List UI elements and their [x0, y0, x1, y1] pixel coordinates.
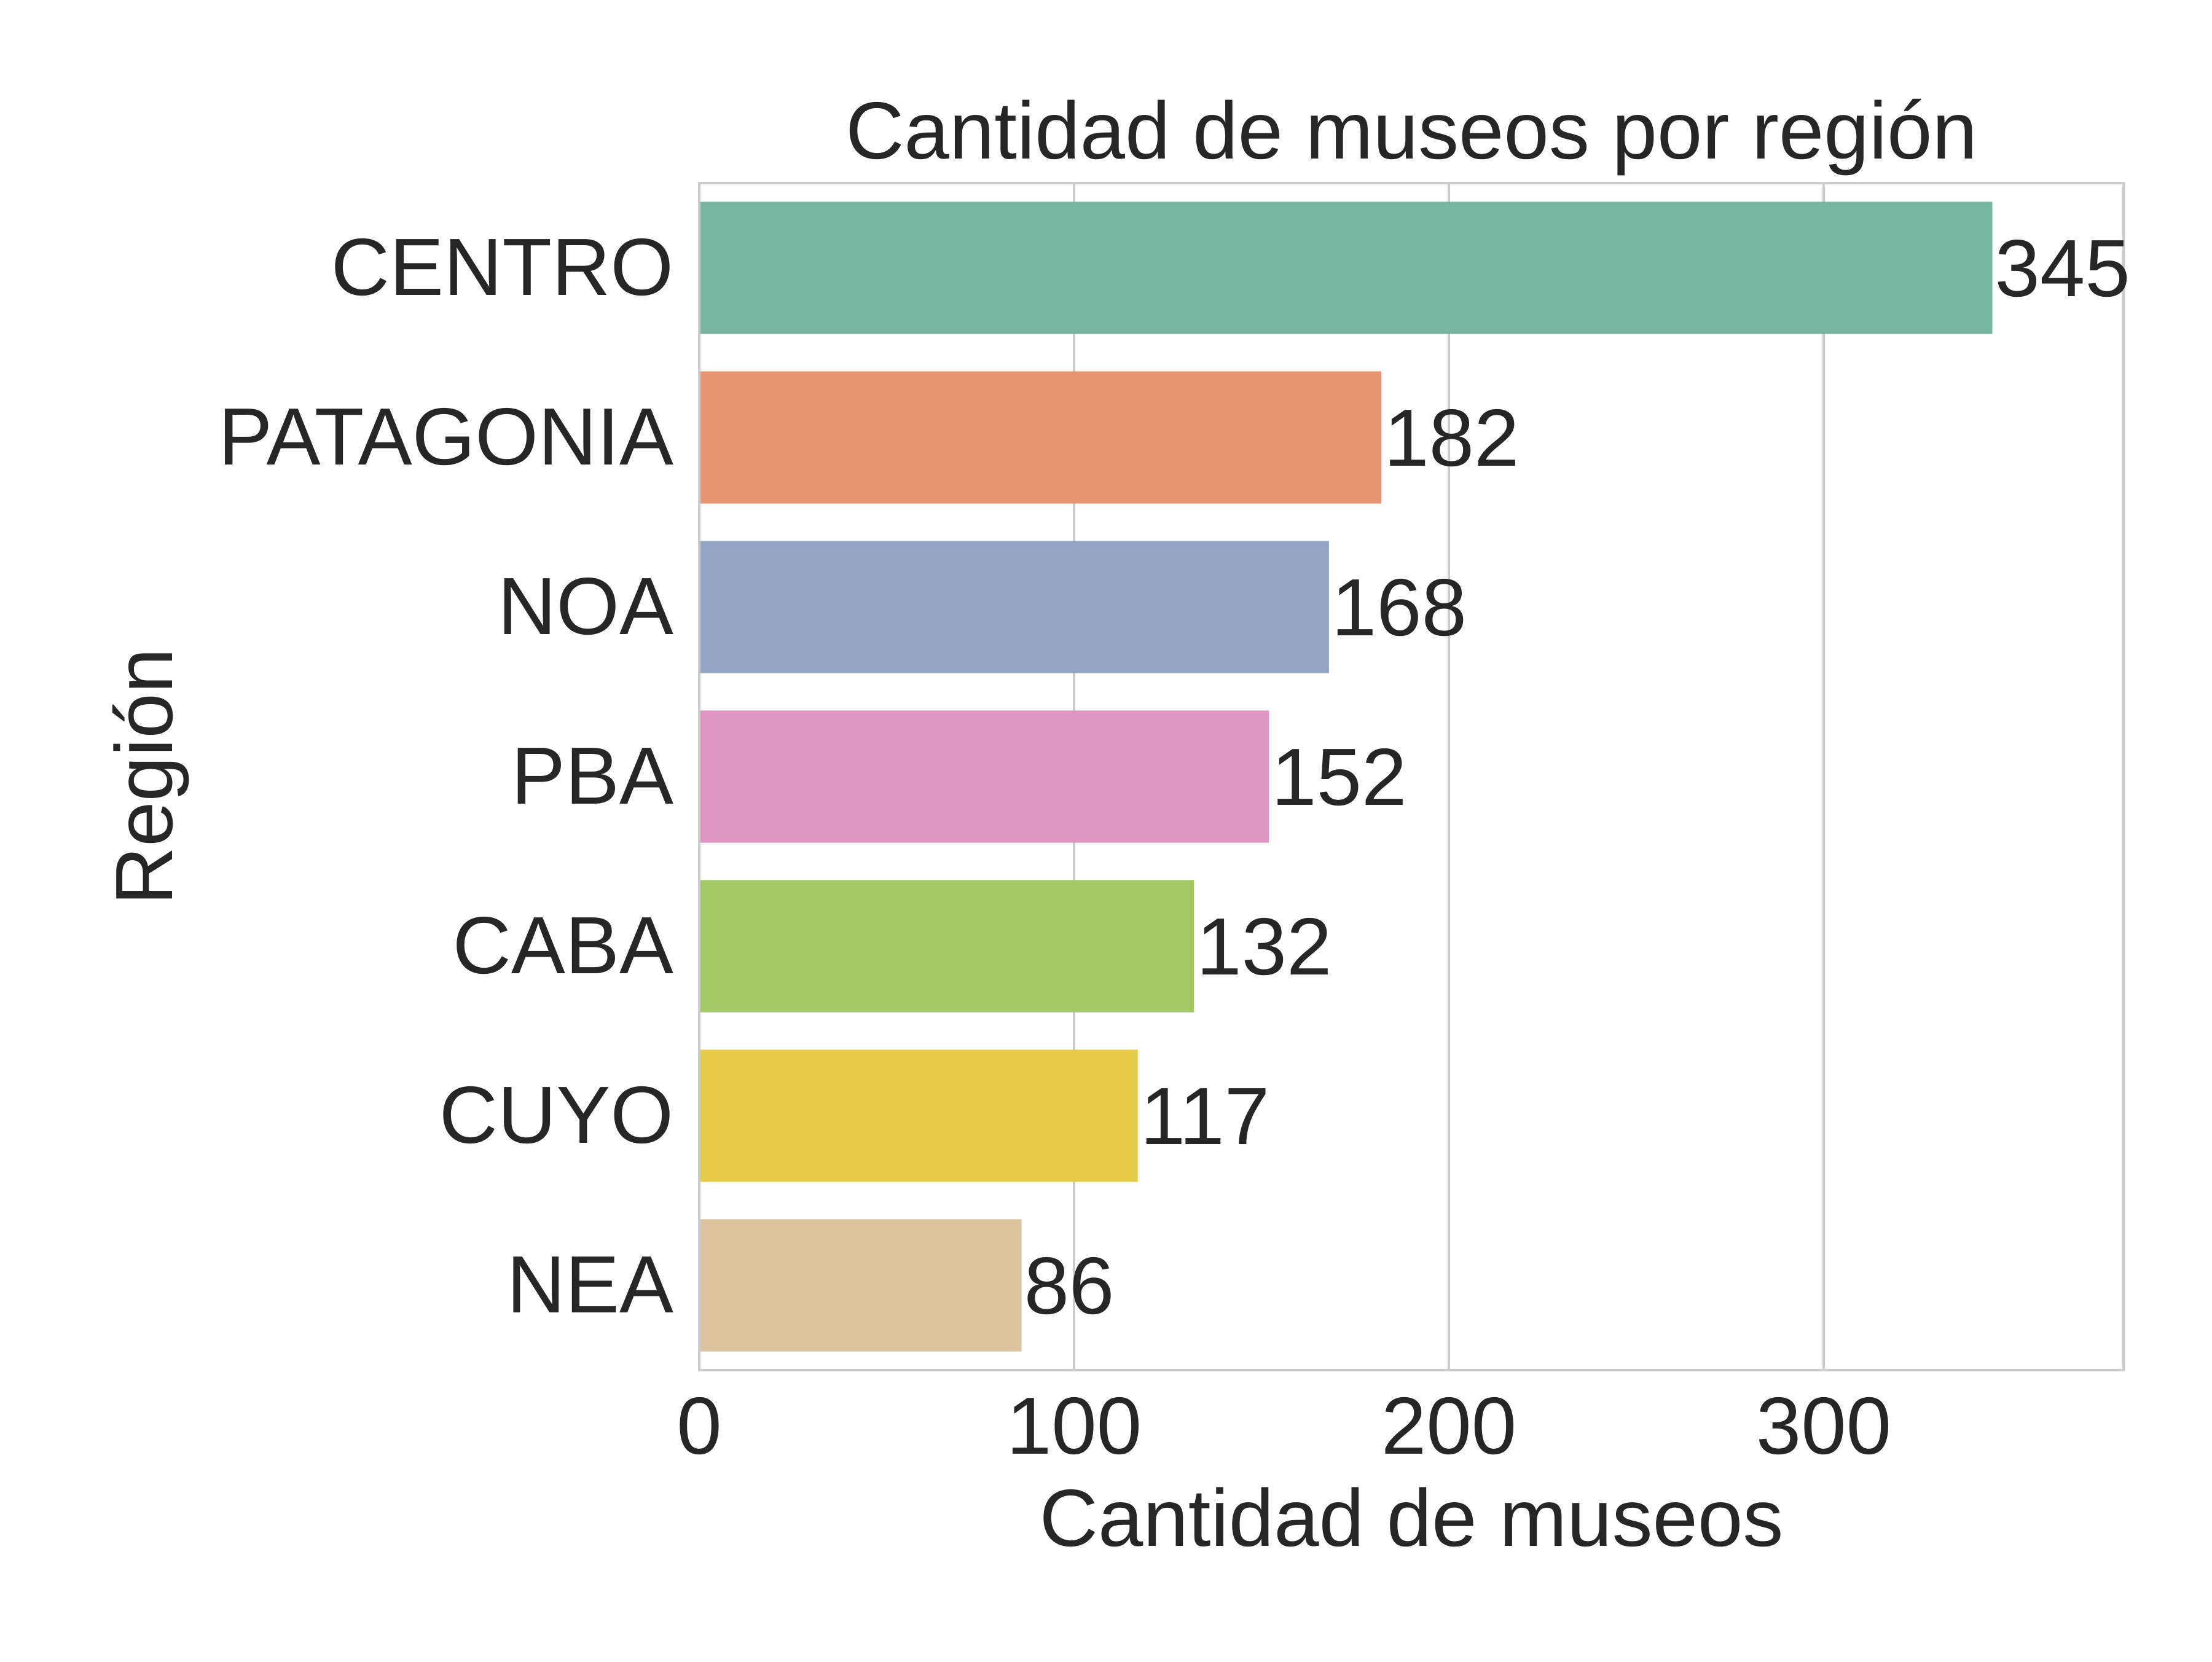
y-axis-label: Región	[99, 648, 189, 905]
y-tick-label-cuyo: CUYO	[439, 1070, 673, 1160]
data-label-noa: 168	[1332, 562, 1467, 653]
data-label-nea: 86	[1024, 1241, 1115, 1331]
chart-title: Cantidad de museos por región	[845, 85, 1977, 176]
x-tick-labels: 0 100 200 300	[677, 1381, 1891, 1471]
data-labels: 345 182 168 152 132 117 86	[1024, 223, 2130, 1331]
y-tick-label-centro: CENTRO	[331, 222, 673, 312]
bar-patagonia	[699, 371, 1382, 504]
x-axis-label: Cantidad de museos	[1040, 1473, 1784, 1563]
x-tick-label-0: 0	[677, 1381, 721, 1471]
plot-frame	[698, 182, 2125, 1371]
bar-pba	[699, 710, 1269, 843]
bars	[699, 202, 1993, 1352]
bar-centro	[699, 202, 1993, 334]
x-tick-label-100: 100	[1006, 1381, 1142, 1471]
x-tick-label-200: 200	[1381, 1381, 1516, 1471]
x-tick-label-300: 300	[1756, 1381, 1891, 1471]
y-tick-label-pba: PBA	[511, 731, 673, 821]
data-label-pba: 152	[1271, 732, 1406, 822]
y-tick-label-noa: NOA	[498, 561, 673, 651]
data-label-caba: 132	[1196, 901, 1332, 992]
y-tick-label-patagonia: PATAGONIA	[218, 391, 673, 482]
y-tick-label-caba: CABA	[453, 900, 673, 990]
bar-nea	[699, 1219, 1022, 1352]
y-tick-label-nea: NEA	[507, 1239, 673, 1330]
data-label-cuyo: 117	[1140, 1071, 1269, 1161]
bar-cuyo	[699, 1049, 1138, 1182]
data-label-centro: 345	[1995, 223, 2130, 313]
bar-noa	[699, 541, 1329, 673]
data-label-patagonia: 182	[1384, 393, 1519, 483]
bar-caba	[699, 880, 1194, 1013]
y-tick-labels: CENTRO PATAGONIA NOA PBA CABA CUYO NEA	[218, 222, 673, 1330]
